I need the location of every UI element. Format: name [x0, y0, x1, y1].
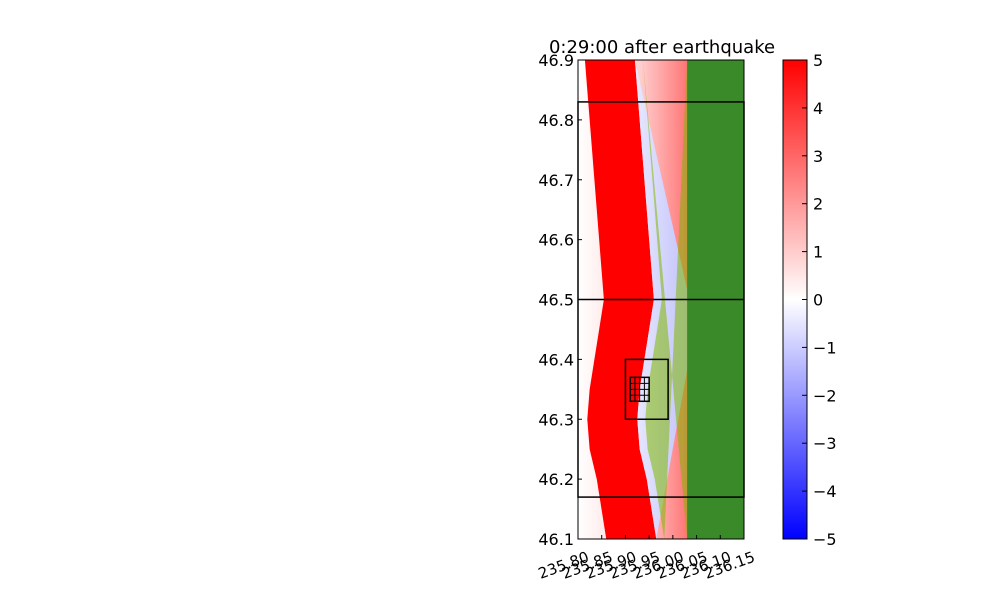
colorbar-tick-label: 2	[813, 195, 823, 214]
y-tick-label: 46.3	[538, 410, 574, 429]
y-tick-label: 46.9	[538, 51, 574, 70]
chart-title: 0:29:00 after earthquake	[549, 37, 775, 58]
colorbar-tick-label: −1	[813, 338, 837, 357]
colorbar: 5 4 3 2 1 0 −1 −2 −3 −4 −5	[782, 51, 837, 549]
y-tick-label: 46.1	[538, 530, 574, 549]
colorbar-tick-label: 0	[813, 291, 823, 310]
colorbar-tick-label: −4	[813, 482, 837, 501]
colorbar-tick-label: 1	[813, 243, 823, 262]
y-tick-label: 46.5	[538, 291, 574, 310]
colorbar-tick-label: 3	[813, 147, 823, 166]
y-tick-label: 46.8	[538, 111, 574, 130]
colorbar-tick-label: −3	[813, 434, 837, 453]
colorbar-ticks: 5 4 3 2 1 0 −1 −2 −3 −4 −5	[802, 51, 837, 549]
plot-area: 235.80235.85235.90235.95236.00236.05236.…	[536, 51, 757, 583]
patch-boundary-2	[624, 358, 669, 420]
colorbar-tick-label: 4	[813, 99, 823, 118]
y-tick-label: 46.7	[538, 171, 574, 190]
y-tick-label: 46.6	[538, 231, 574, 250]
x-tick-label: 236.15	[702, 548, 757, 583]
y-axis-ticks: 46.1 46.2 46.3 46.4 46.5 46.6 46.7 46.8 46.9	[538, 51, 582, 549]
y-tick-label: 46.4	[538, 350, 574, 369]
colorbar-tick-label: −2	[813, 386, 837, 405]
colorbar-tick-label: −5	[813, 530, 837, 549]
colorbar-tick-label: 5	[813, 51, 823, 70]
y-tick-label: 46.2	[538, 470, 574, 489]
